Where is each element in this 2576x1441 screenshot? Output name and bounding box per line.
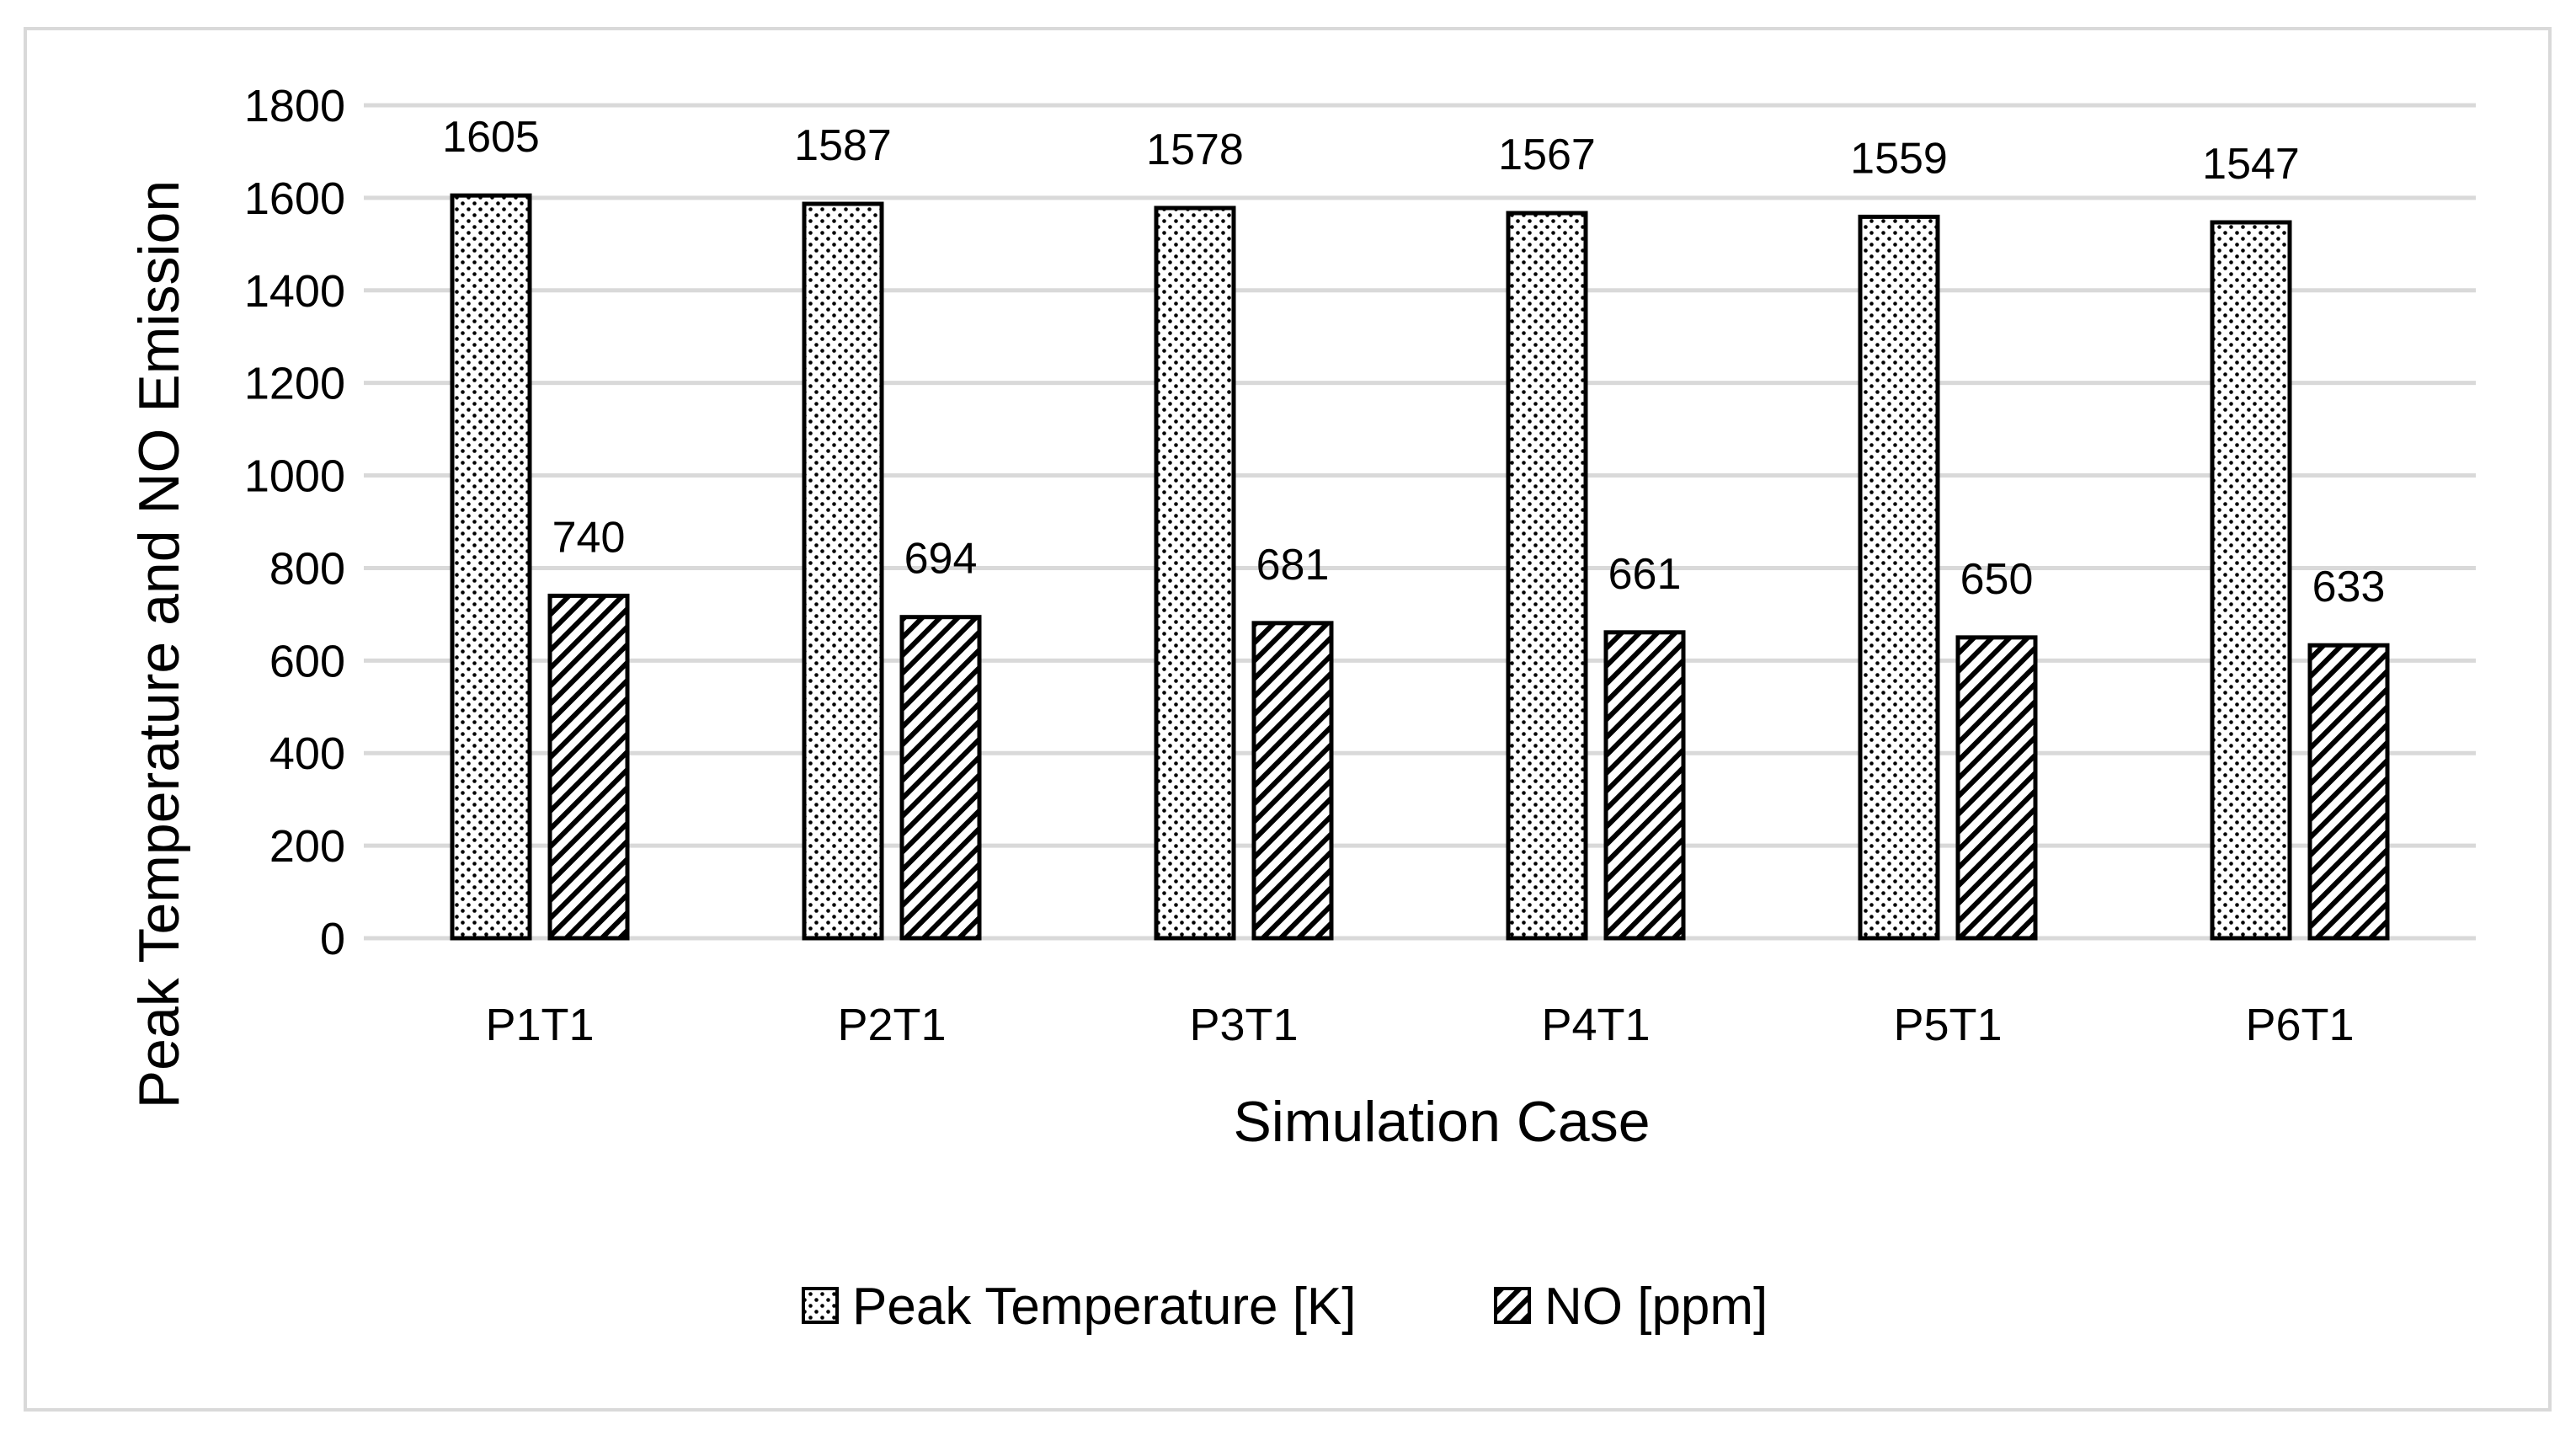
data-label-peak-temperature-p5t1: 1559	[1850, 134, 1948, 183]
bar-no-p1t1	[547, 593, 630, 941]
y-axis-ticks: 0 200 400 600 800 1000 1200 1400 1600 1800	[244, 81, 345, 964]
bar-peak-temperature-p3t1	[1154, 205, 1236, 941]
bar-no-p2t1	[899, 615, 982, 941]
x-tick-label-p4t1: P4T1	[1541, 1000, 1650, 1050]
data-label-peak-temperature-p6t1: 1547	[2202, 140, 2300, 189]
bar-no-p6t1	[2307, 643, 2390, 941]
y-tick-label-600: 600	[269, 636, 345, 686]
x-tick-label-p3t1: P3T1	[1189, 1000, 1298, 1050]
bar-no-p5t1	[1955, 635, 2038, 941]
y-tick-label-1800: 1800	[244, 81, 345, 131]
legend-swatch-dots-icon	[802, 1287, 839, 1324]
x-tick-label-p5t1: P5T1	[1893, 1000, 2002, 1050]
x-tick-label-p6t1: P6T1	[2245, 1000, 2354, 1050]
y-tick-label-400: 400	[269, 729, 345, 779]
y-tick-label-1200: 1200	[244, 359, 345, 409]
data-label-no-p4t1: 661	[1608, 550, 1682, 599]
data-label-no-p1t1: 740	[552, 513, 626, 562]
y-tick-label-1400: 1400	[244, 266, 345, 317]
bar-peak-temperature-p2t1	[802, 201, 884, 941]
legend: Peak Temperature [K] NO [ppm]	[802, 1278, 1768, 1336]
data-label-peak-temperature-p1t1: 1605	[442, 113, 540, 162]
data-label-no-p6t1: 633	[2312, 563, 2386, 611]
data-label-peak-temperature-p3t1: 1578	[1146, 125, 1244, 174]
data-labels: 1605 740 1587 694 1578 681 1567 661 1559 650 1547 6…	[442, 113, 2385, 611]
x-tick-label-p2t1: P2T1	[837, 1000, 946, 1050]
legend-item-peak-temperature: Peak Temperature [K]	[802, 1278, 1357, 1336]
bar-peak-temperature-p6t1	[2210, 220, 2292, 941]
y-tick-label-0: 0	[320, 914, 345, 964]
y-tick-label-800: 800	[269, 543, 345, 594]
data-label-no-p5t1: 650	[1960, 555, 2034, 604]
bar-peak-temperature-p5t1	[1858, 214, 1940, 941]
x-axis-title: Simulation Case	[1233, 1090, 1650, 1154]
x-axis-ticks: P1T1 P2T1 P3T1 P4T1 P5T1 P6T1	[485, 1000, 2354, 1050]
y-axis-title: Peak Temperature and NO Emission	[127, 180, 191, 1108]
y-tick-label-200: 200	[269, 821, 345, 872]
y-tick-label-1600: 1600	[244, 173, 345, 224]
bar-no-p3t1	[1251, 621, 1334, 941]
gridlines	[364, 103, 2476, 941]
legend-label-peak-temperature: Peak Temperature [K]	[852, 1278, 1357, 1336]
x-tick-label-p1t1: P1T1	[485, 1000, 594, 1050]
legend-item-no: NO [ppm]	[1494, 1278, 1768, 1336]
data-label-no-p2t1: 694	[904, 535, 978, 584]
bar-no-p4t1	[1603, 630, 1686, 941]
bar-peak-temperature-p1t1	[450, 193, 532, 941]
legend-swatch-hatch-icon	[1494, 1287, 1531, 1324]
data-label-peak-temperature-p2t1: 1587	[794, 121, 892, 170]
bar-peak-temperature-p4t1	[1506, 211, 1588, 941]
legend-label-no: NO [ppm]	[1544, 1278, 1768, 1336]
bars	[450, 193, 2390, 941]
y-tick-label-1000: 1000	[244, 451, 345, 502]
data-label-peak-temperature-p4t1: 1567	[1498, 131, 1596, 179]
data-label-no-p3t1: 681	[1256, 541, 1330, 590]
